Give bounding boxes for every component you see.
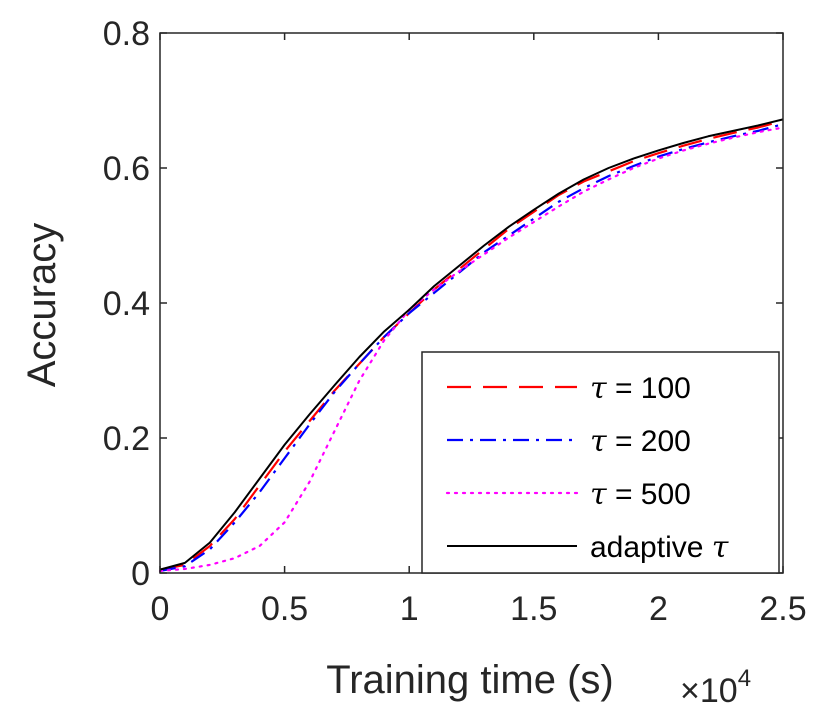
x-tick-label: 2 (649, 590, 668, 628)
x-axis-multiplier-base: ×10 (680, 672, 738, 710)
x-tick-label: 1.5 (510, 590, 557, 628)
y-tick-label: 0 (131, 555, 150, 593)
x-tick-label: 1 (400, 590, 419, 628)
y-tick-label: 0.2 (103, 420, 150, 458)
y-tick-label: 0.6 (103, 150, 150, 188)
legend-label-2: τ = 200 (590, 424, 691, 459)
x-tick-label: 0 (151, 590, 170, 628)
x-tick-label: 0.5 (261, 590, 308, 628)
y-tick-label: 0.8 (103, 15, 150, 53)
series-layer (158, 118, 785, 573)
series-line-3 (158, 126, 785, 573)
axes-layer: 0 0.5 1 1.5 2 2.5 0 0.2 0.4 0.6 0.8 (103, 15, 807, 628)
series-line-2 (159, 123, 784, 573)
legend-label-4: adaptive τ (590, 530, 729, 565)
x-axis-label: Training time (s) (326, 658, 613, 702)
x-tick-label: 2.5 (759, 590, 806, 628)
legend-box (421, 351, 780, 574)
y-axis-label: Accuracy (20, 223, 64, 388)
x-axis-multiplier-exponent: 4 (738, 665, 751, 692)
series-line-4 (159, 118, 784, 571)
legend: τ = 100 τ = 200 τ = 500 adaptive τ (421, 351, 780, 574)
legend-label-3: τ = 500 (590, 477, 691, 512)
legend-label-1: τ = 100 (590, 371, 691, 406)
series-line-1 (159, 119, 784, 571)
x-axis-multiplier: ×104 (680, 665, 751, 710)
y-tick-label: 0.4 (103, 285, 150, 323)
